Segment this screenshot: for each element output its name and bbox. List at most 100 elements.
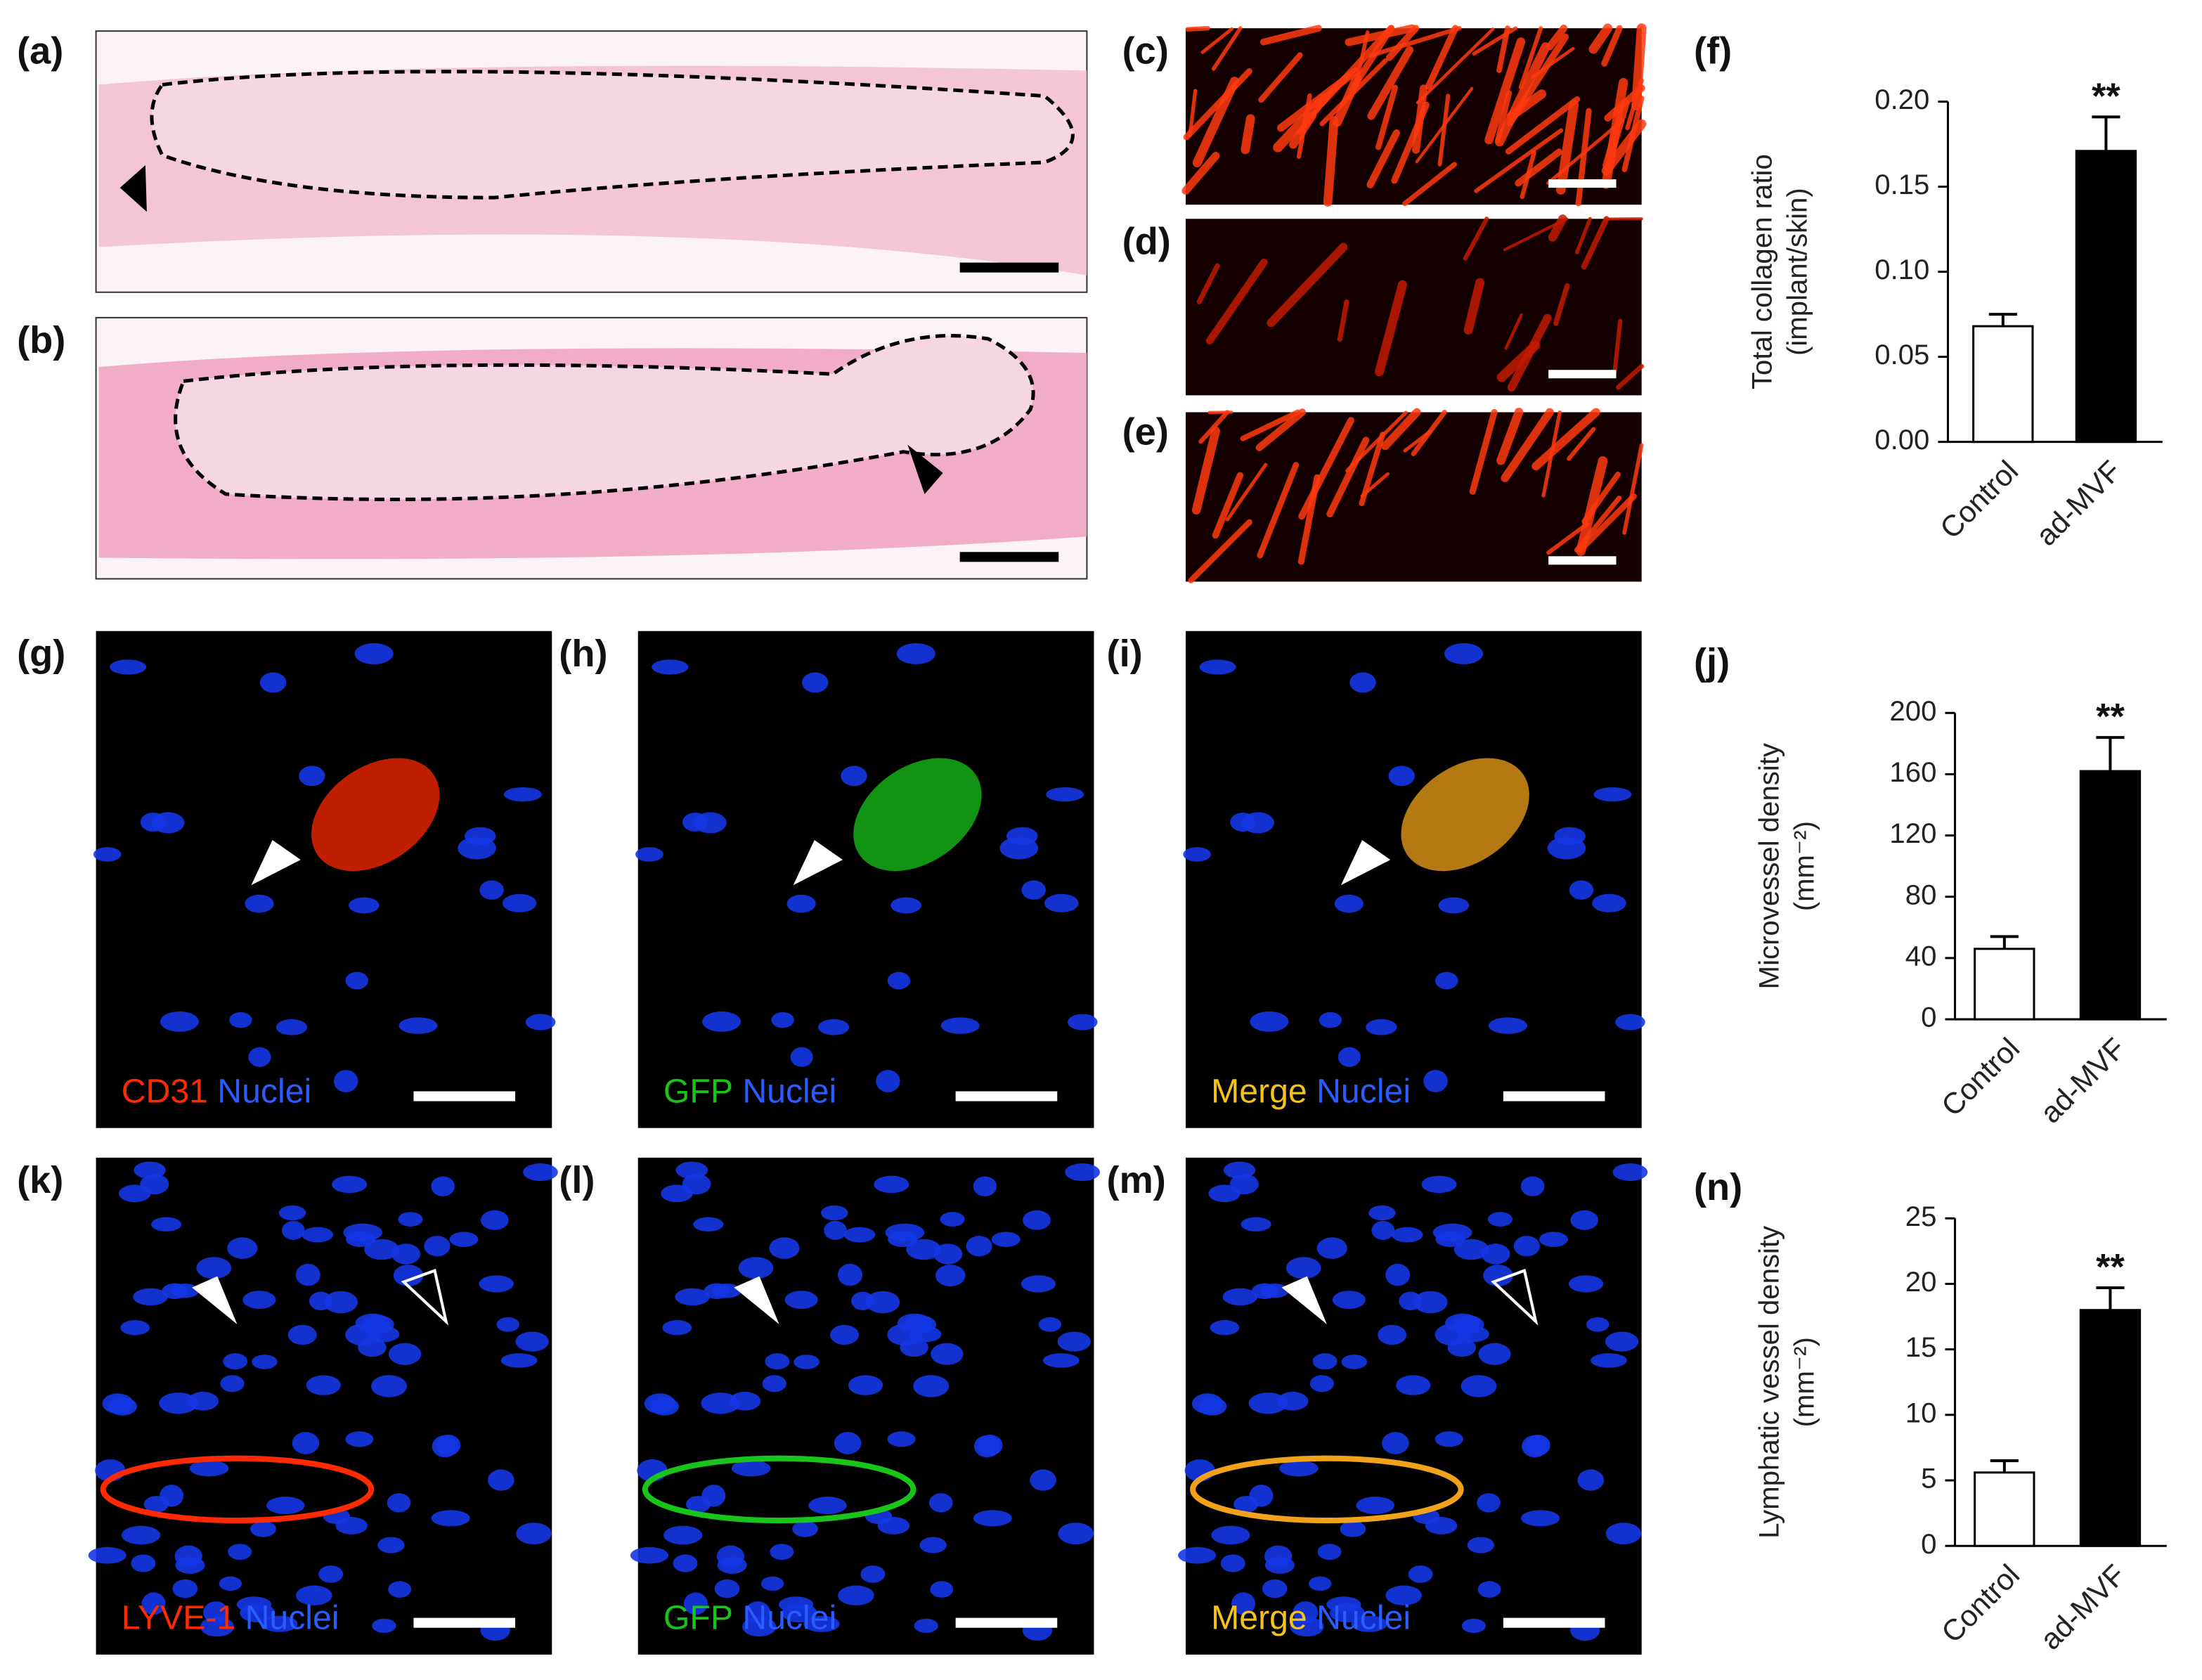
nucleus: [919, 1537, 947, 1553]
nucleus: [292, 1432, 320, 1454]
y-tick-label: 0: [1921, 1528, 1936, 1560]
fiber: [1504, 313, 1523, 350]
nucleus: [1382, 1432, 1409, 1454]
nucleus: [160, 1011, 199, 1032]
panel-label: (h): [559, 633, 607, 675]
nucleus: [1250, 1011, 1289, 1032]
nucleus: [1264, 1556, 1295, 1574]
fiber: [1631, 23, 1647, 111]
nucleus: [245, 894, 274, 913]
caption-word: LYVE-1: [122, 1599, 235, 1637]
nucleus: [299, 765, 325, 787]
bar: [1974, 1471, 2035, 1547]
nucleus: [1356, 1497, 1394, 1515]
caption: Merge Nuclei: [1211, 1599, 1411, 1637]
nucleus: [500, 1353, 538, 1368]
scale-bar: [955, 1091, 1058, 1101]
fiber: [1225, 463, 1268, 522]
fiber: [1240, 409, 1301, 441]
nucleus: [1030, 1469, 1056, 1491]
fiber: [1196, 263, 1220, 304]
nucleus: [1210, 1320, 1240, 1336]
nucleus: [731, 1460, 771, 1477]
nucleus: [431, 1510, 470, 1527]
collagen-image: [1186, 219, 1642, 396]
fiber: [1495, 42, 1550, 147]
nucleus: [742, 1617, 777, 1637]
nucleus: [745, 1601, 771, 1624]
nucleus: [940, 1212, 965, 1227]
y-tick-label: 10: [1905, 1397, 1937, 1428]
y-tick-label: 0: [1921, 1002, 1936, 1033]
nucleus: [973, 1510, 1012, 1527]
fiber: [1553, 283, 1570, 326]
fluorescence-image: [96, 631, 552, 1128]
nucleus: [1444, 642, 1484, 665]
nucleus: [431, 1176, 455, 1196]
panel-label: (n): [1694, 1166, 1742, 1208]
nucleus: [717, 1556, 747, 1574]
nucleus: [242, 1291, 276, 1310]
nucleus: [436, 1435, 461, 1456]
fiber: [1375, 280, 1407, 377]
fiber: [1191, 426, 1220, 515]
nucleus: [838, 1263, 863, 1286]
panel-label: (a): [17, 30, 63, 72]
nucleus: [1593, 787, 1632, 802]
nucleus: [1351, 1615, 1387, 1632]
fiber: [1575, 217, 1592, 254]
vessel: [642, 1455, 917, 1524]
nucleus: [1525, 1435, 1550, 1456]
scale-bar: [1503, 1091, 1605, 1101]
nucleus: [1391, 1227, 1423, 1243]
nucleus: [841, 765, 867, 787]
panel-label: (d): [1122, 221, 1171, 263]
fiber: [1212, 472, 1244, 539]
nucleus: [1456, 1326, 1489, 1343]
nucleus: [966, 1236, 992, 1257]
nucleus: [354, 642, 394, 665]
nucleus: [1605, 1331, 1639, 1352]
nucleus: [1435, 1231, 1465, 1248]
nucleus: [1478, 1343, 1511, 1365]
nucleus: [302, 1227, 334, 1243]
nucleus: [1208, 1184, 1241, 1203]
nucleus: [1547, 836, 1586, 860]
panel-label: (m): [1107, 1159, 1166, 1201]
nucleus: [1222, 1288, 1258, 1306]
nucleus: [323, 1291, 358, 1314]
nucleus: [1231, 1592, 1256, 1615]
arrowhead: [734, 1276, 779, 1324]
fiber: [1375, 84, 1399, 150]
nucleus: [1388, 765, 1415, 787]
nucleus: [771, 1012, 794, 1028]
nucleus: [913, 1375, 950, 1397]
fiber: [1577, 493, 1637, 553]
nucleus: [219, 1576, 242, 1591]
nucleus: [1262, 1579, 1288, 1598]
nucleus: [1293, 1601, 1319, 1624]
caption-word: Nuclei: [245, 1599, 339, 1637]
nucleus: [1021, 880, 1046, 900]
scale-bar: [1548, 556, 1617, 565]
nucleus: [1317, 1544, 1342, 1561]
fiber: [1259, 25, 1322, 46]
fiber: [1200, 27, 1234, 54]
caption-word: Merge: [1211, 1599, 1307, 1637]
scale-bar: [1503, 1617, 1605, 1628]
fiber: [1581, 471, 1621, 524]
nucleus: [792, 1520, 818, 1537]
nucleus: [874, 1175, 909, 1194]
fiber: [1496, 408, 1524, 465]
nucleus: [110, 659, 147, 675]
nucleus: [1461, 1618, 1486, 1633]
fiber: [1345, 24, 1416, 46]
y-tick-label: 20: [1905, 1266, 1937, 1298]
nucleus: [1577, 1469, 1605, 1491]
nucleus: [228, 1544, 252, 1561]
nucleus: [644, 1393, 676, 1414]
nucleus: [1183, 847, 1211, 862]
nucleus: [1341, 1355, 1368, 1369]
nucleus: [662, 1320, 692, 1336]
y-tick-label: 0.05: [1874, 339, 1929, 370]
